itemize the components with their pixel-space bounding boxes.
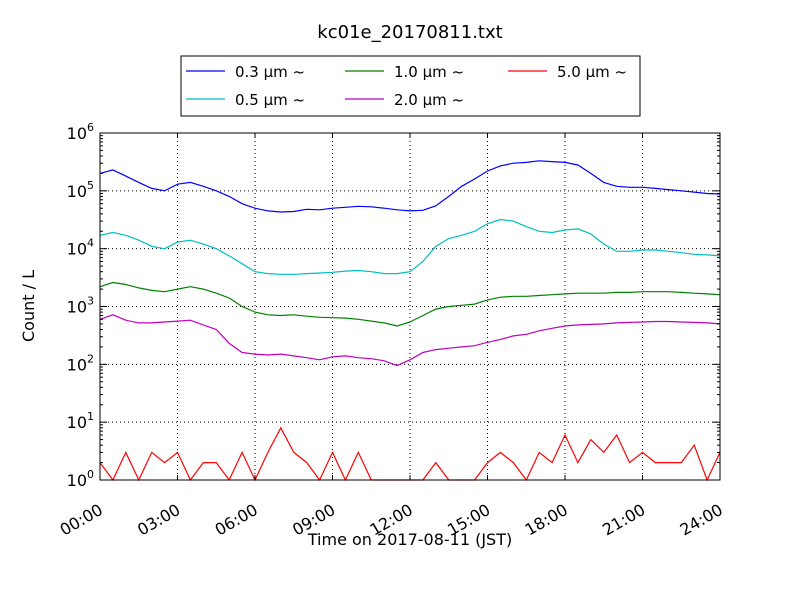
chart-title: kc01e_20170811.txt — [317, 22, 502, 43]
legend-label: 1.0 μm ~ — [394, 63, 464, 81]
y-tick-label: 106 — [67, 121, 94, 143]
legend-label: 5.0 μm ~ — [557, 63, 627, 81]
y-tick-label: 104 — [67, 237, 94, 259]
series-line-1 — [99, 160, 721, 213]
y-tick-label: 100 — [67, 468, 94, 490]
series-line-4 — [99, 314, 721, 367]
legend-label: 2.0 μm ~ — [394, 91, 464, 109]
y-tick-label: 105 — [67, 179, 94, 201]
series-line-2 — [99, 218, 721, 275]
legend-label: 0.5 μm ~ — [235, 91, 305, 109]
grid — [100, 133, 720, 480]
legend-label: 0.3 μm ~ — [235, 63, 305, 81]
y-tick-label: 101 — [67, 410, 94, 432]
y-tick-label: 102 — [67, 352, 94, 374]
y-tick-label: 103 — [67, 295, 94, 317]
y-axis: 100 101 102 103 104 105 106 — [67, 121, 720, 490]
legend-box — [180, 55, 641, 117]
legend: 0.3 μm ~ 0.5 μm ~ 1.0 μm ~ 2.0 μm ~ 5.0 μm ~ — [180, 55, 641, 117]
y-axis-label: Count / L — [19, 270, 38, 342]
series-line-3 — [99, 281, 721, 327]
x-axis-label: Time on 2017-08-11 (JST) — [307, 530, 512, 549]
